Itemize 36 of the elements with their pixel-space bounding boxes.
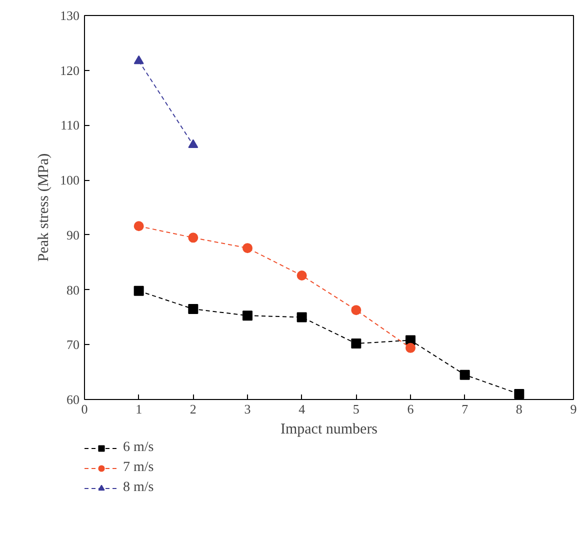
- x-tick-label: 7: [462, 402, 469, 416]
- point: [514, 389, 524, 400]
- y-tick-label: 110: [60, 118, 80, 133]
- point: [296, 270, 307, 281]
- point: [242, 243, 252, 254]
- x-axis-title: Impact numbers: [280, 422, 378, 438]
- point: [188, 232, 198, 243]
- x-tick-label: 5: [352, 402, 360, 416]
- point: [242, 310, 252, 321]
- point: [460, 370, 470, 380]
- point: [134, 221, 144, 232]
- x-tick-label: 3: [244, 402, 251, 416]
- point: [296, 312, 307, 322]
- point: [351, 338, 362, 349]
- x-tick-label: 1: [136, 402, 142, 416]
- x-tick-label: 0: [81, 402, 88, 416]
- y-tick-label: 100: [60, 172, 80, 188]
- x-tick-label: 6: [407, 402, 414, 416]
- x-tick-label: 2: [190, 402, 196, 416]
- y-axis-title: Peak stress (MPa): [36, 153, 52, 262]
- legend-label: 6 m/s: [123, 440, 154, 456]
- y-tick-label: 60: [66, 392, 80, 407]
- y-tick-label: 70: [66, 337, 80, 352]
- point: [134, 286, 144, 296]
- y-tick-label: 130: [60, 8, 80, 23]
- legend-label: 7 m/s: [123, 460, 154, 476]
- y-tick-label: 80: [66, 282, 80, 298]
- x-tick-label: 8: [516, 402, 522, 416]
- point: [351, 305, 362, 316]
- y-tick-label: 90: [66, 227, 80, 242]
- point: [406, 342, 416, 353]
- y-tick-label: 120: [60, 62, 80, 78]
- legend-label: 8 m/s: [123, 480, 154, 496]
- point: [188, 304, 198, 314]
- x-tick-label: 4: [298, 402, 306, 416]
- x-tick-label: 9: [570, 402, 577, 416]
